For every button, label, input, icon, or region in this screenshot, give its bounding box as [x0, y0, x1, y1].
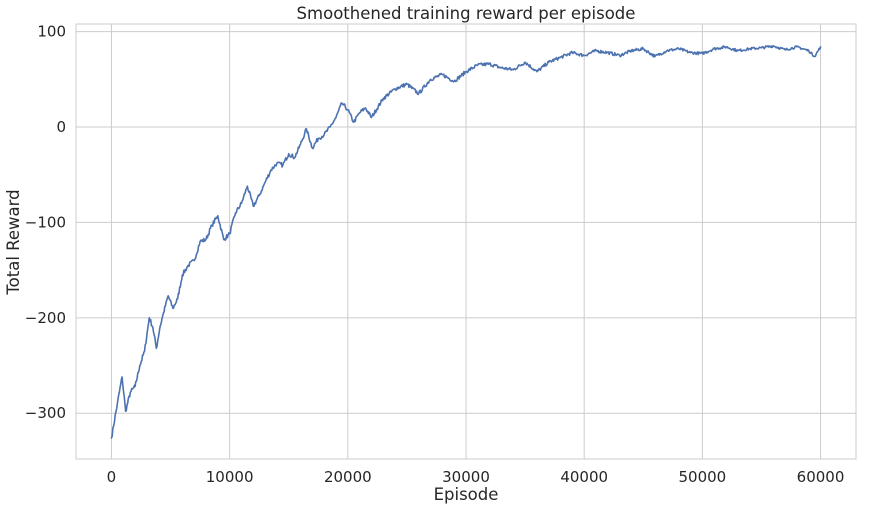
y-tick-label: 100 — [37, 23, 66, 41]
reward-series-line — [110, 45, 822, 439]
x-tick-label: 50000 — [679, 468, 727, 486]
x-tick-label: 30000 — [442, 468, 490, 486]
plot-frame — [75, 23, 857, 460]
y-tick-labels: −300 −200 −100 0 100 — [25, 23, 66, 423]
x-tick-label: 0 — [107, 468, 117, 486]
x-tick-label: 60000 — [797, 468, 845, 486]
gridlines — [76, 24, 856, 459]
y-axis-label: Total Reward — [4, 189, 23, 295]
x-axis-label: Episode — [434, 485, 499, 504]
series-layer — [110, 45, 822, 439]
x-tick-label: 40000 — [560, 468, 608, 486]
y-tick-label: −300 — [25, 404, 66, 422]
y-tick-label: 0 — [56, 118, 66, 136]
x-tick-labels: 0 10000 20000 30000 40000 50000 60000 — [107, 468, 845, 486]
y-tick-label: −200 — [25, 309, 66, 327]
chart-title: Smoothened training reward per episode — [297, 4, 636, 23]
x-tick-label: 20000 — [324, 468, 372, 486]
y-tick-label: −100 — [25, 213, 66, 231]
x-tick-label: 10000 — [206, 468, 254, 486]
